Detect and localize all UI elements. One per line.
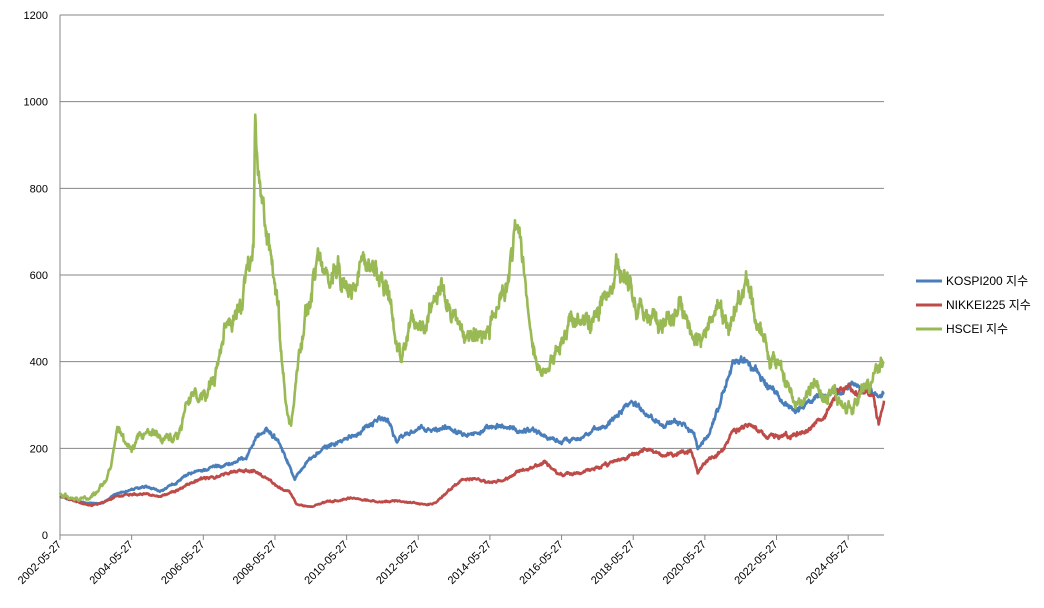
legend-label-nikkei225: NIKKEI225 지수	[946, 298, 1031, 312]
legend-label-kospi200: KOSPI200 지수	[946, 274, 1028, 288]
legend-label-hscei: HSCEI 지수	[946, 322, 1008, 336]
series-line-hscei	[58, 113, 885, 502]
x-tick-label: 2016-05-27	[517, 539, 565, 587]
legend: KOSPI200 지수 NIKKEI225 지수 HSCEI 지수	[916, 274, 1031, 336]
x-tick-label: 2006-05-27	[159, 539, 207, 587]
y-axis-tick-labels: 0 200 400 600 800 1000 1200	[24, 10, 48, 542]
series-line-nikkei225	[59, 382, 886, 509]
x-tick-label: 2024-05-27	[804, 539, 852, 587]
y-tick-label: 0	[42, 530, 48, 542]
series-line-kospi200	[59, 355, 885, 506]
y-tick-label: 200	[30, 443, 48, 455]
y-tick-label: 600	[30, 270, 48, 282]
x-axis-tick-labels: 2002-05-27 2004-05-27 2006-05-27 2008-05-27…	[16, 539, 852, 587]
gridlines	[60, 14, 884, 449]
series-lines	[58, 113, 886, 509]
x-tick-label: 2018-05-27	[589, 539, 637, 587]
y-tick-label: 1200	[24, 10, 48, 22]
y-tick-label: 800	[30, 183, 48, 195]
x-tick-label: 2010-05-27	[302, 539, 350, 587]
x-tick-label: 2012-05-27	[374, 539, 422, 587]
x-tick-label: 2020-05-27	[661, 539, 709, 587]
x-tick-label: 2002-05-27	[16, 539, 64, 587]
axes	[59, 15, 884, 540]
y-tick-label: 1000	[24, 97, 48, 109]
y-tick-label: 400	[30, 357, 48, 369]
x-tick-label: 2008-05-27	[231, 539, 279, 587]
x-tick-label: 2014-05-27	[446, 539, 494, 587]
x-tick-label: 2004-05-27	[87, 539, 135, 587]
x-tick-label: 2022-05-27	[732, 539, 780, 587]
